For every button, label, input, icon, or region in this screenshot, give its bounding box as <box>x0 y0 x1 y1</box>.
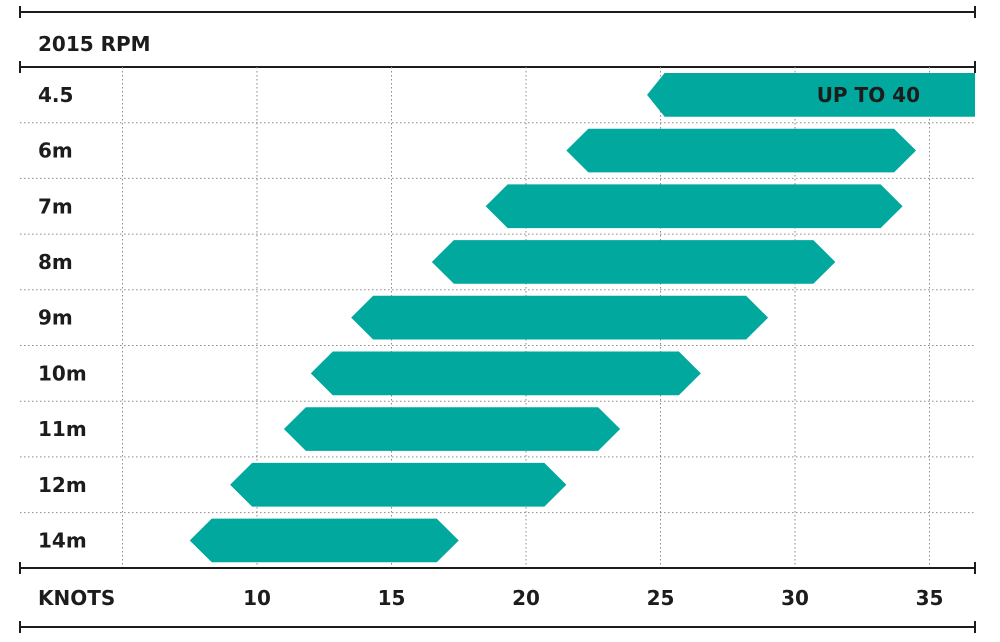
range-bar <box>351 295 769 340</box>
range-bar-label: UP TO 40 <box>817 83 920 107</box>
row-label: 11m <box>38 417 87 441</box>
x-tick-label: 20 <box>512 586 540 610</box>
x-tick-labels: 10 15 20 25 30 35 <box>243 586 943 610</box>
row-label: 8m <box>38 250 73 274</box>
range-bar <box>566 128 917 173</box>
row-label: 9m <box>38 306 73 330</box>
x-tick-label: 10 <box>243 586 271 610</box>
range-bar <box>485 184 903 229</box>
bars: UP TO 40 <box>189 73 975 563</box>
row-label: 12m <box>38 473 87 497</box>
row-label: 14m <box>38 528 87 552</box>
chart-title: 2015 RPM <box>38 32 151 56</box>
row-label: 10m <box>38 361 87 385</box>
x-tick-label: 15 <box>378 586 406 610</box>
x-tick-label: 25 <box>647 586 675 610</box>
x-tick-label: 35 <box>916 586 944 610</box>
row-label: 6m <box>38 139 73 163</box>
x-axis-label: KNOTS <box>38 586 115 610</box>
row-label: 4.5 <box>38 83 73 107</box>
range-bar <box>230 462 567 507</box>
range-bar <box>283 407 621 451</box>
row-labels: 4.5 6m 7m 8m 9m 10m 11m 12m 14m <box>38 83 87 553</box>
range-bar <box>310 351 701 396</box>
range-bar <box>431 240 836 284</box>
row-label: 7m <box>38 194 73 218</box>
range-bar <box>647 73 975 117</box>
range-bar <box>189 518 459 563</box>
x-tick-label: 30 <box>781 586 809 610</box>
